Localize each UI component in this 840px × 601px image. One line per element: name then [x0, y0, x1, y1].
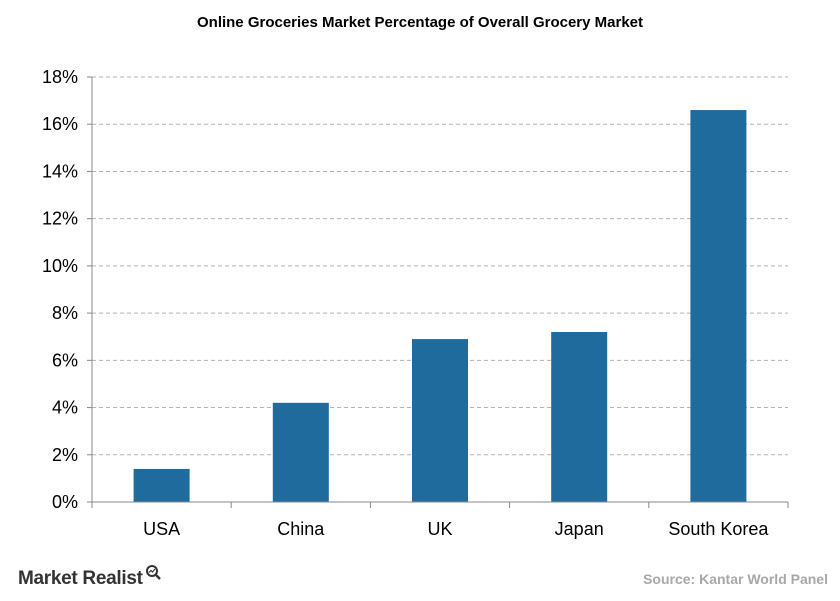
y-tick-label: 0% [52, 492, 78, 512]
y-axis-tick-labels: 0% 2% 4% 6% 8% 10% 12% 14% 16% 18% [42, 67, 78, 512]
x-category-label: China [277, 519, 325, 539]
y-tick-label: 12% [42, 209, 78, 229]
axes [87, 76, 789, 508]
x-category-label: Japan [555, 519, 604, 539]
y-tick-label: 4% [52, 398, 78, 418]
x-category-label: USA [143, 519, 180, 539]
bars [133, 110, 747, 503]
x-category-label: South Korea [668, 519, 769, 539]
y-tick-label: 8% [52, 303, 78, 323]
market-realist-logo: Market Realist [18, 565, 161, 590]
magnifier-icon [145, 565, 161, 580]
bar-usa [133, 468, 190, 502]
y-tick-label: 6% [52, 350, 78, 370]
source-note: Source: Kantar World Panel [643, 571, 828, 587]
bar-south-korea [690, 110, 747, 503]
gridlines [92, 76, 788, 456]
y-tick-label: 2% [52, 445, 78, 465]
x-axis-category-labels: USA China UK Japan South Korea [143, 519, 769, 539]
x-category-label: UK [427, 519, 452, 539]
bar-uk [412, 339, 468, 502]
bar-japan [551, 332, 608, 502]
chart-title: Online Groceries Market Percentage of Ov… [197, 14, 643, 31]
logo-text: Market Realist [18, 568, 143, 589]
y-tick-label: 14% [42, 161, 78, 181]
y-tick-label: 18% [42, 67, 78, 87]
bar-china [272, 402, 329, 502]
y-tick-label: 10% [42, 256, 78, 276]
y-tick-label: 16% [42, 114, 78, 134]
